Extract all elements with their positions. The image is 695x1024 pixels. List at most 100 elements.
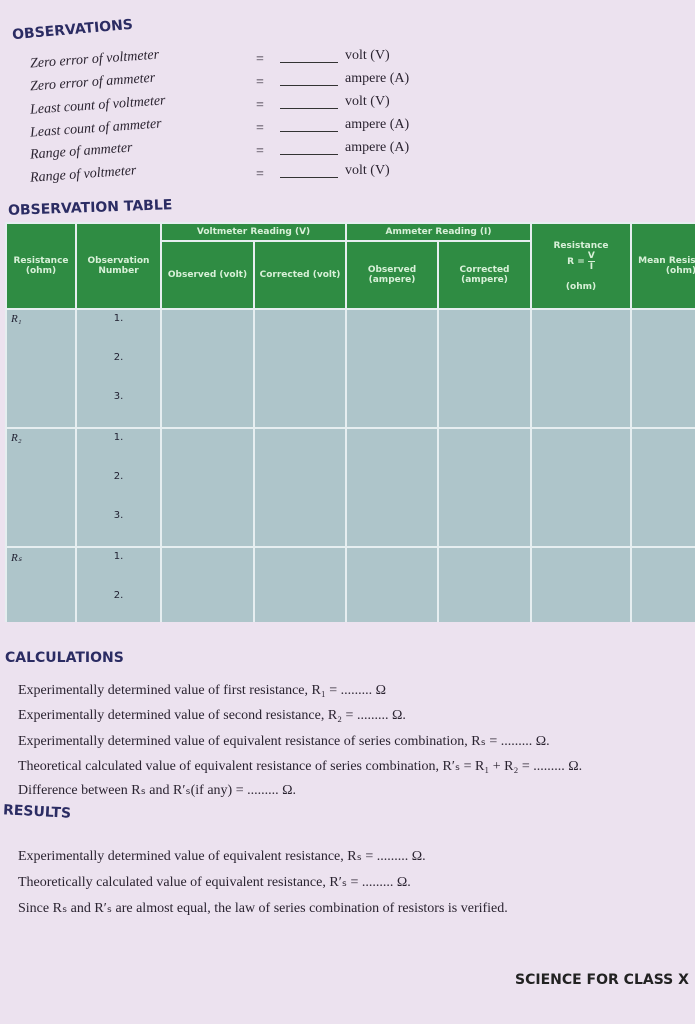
observation-label: Least count of voltmeter bbox=[29, 93, 167, 118]
cell bbox=[437, 468, 533, 507]
cell bbox=[630, 468, 695, 507]
calculation-line: Difference between Rₛ and R′ₛ(if any) = … bbox=[18, 783, 297, 798]
observation-table: Resistance (ohm) Observation Number Voltm… bbox=[5, 222, 695, 622]
cell bbox=[5, 349, 77, 388]
cell bbox=[437, 308, 533, 349]
resistor-label: Rₛ bbox=[11, 552, 22, 564]
unit: volt (V) bbox=[345, 94, 390, 109]
header: R = bbox=[567, 256, 585, 267]
observation-number: 1. bbox=[113, 551, 124, 562]
footer: SCIENCE FOR CLASS X bbox=[515, 972, 689, 988]
cell bbox=[345, 427, 440, 468]
equals: = bbox=[256, 121, 264, 136]
unit: ampere (A) bbox=[345, 71, 410, 86]
cell bbox=[345, 587, 440, 622]
observation-label: Zero error of voltmeter bbox=[29, 47, 160, 72]
table: Resistance (ohm) Observation Number Voltm… bbox=[5, 222, 695, 622]
header: Corrected (volt) bbox=[259, 270, 341, 280]
table-row: 2. bbox=[5, 349, 695, 388]
observation-number: 2. bbox=[113, 471, 124, 482]
unit: volt (V) bbox=[345, 48, 390, 63]
equals: = bbox=[256, 98, 264, 113]
cell bbox=[630, 507, 695, 547]
observation-number: 1. bbox=[113, 432, 124, 443]
header-cell: Observation Number bbox=[75, 222, 162, 310]
cell bbox=[437, 349, 533, 388]
cell bbox=[630, 587, 695, 622]
equals: = bbox=[256, 52, 264, 67]
result-line: Theoretically calculated value of equiva… bbox=[18, 875, 411, 890]
observation-label: Least count of ammeter bbox=[29, 116, 163, 141]
header-cell: Resistance (ohm) bbox=[5, 222, 77, 310]
header: Observation Number bbox=[87, 256, 150, 276]
observation-number: 3. bbox=[113, 510, 124, 521]
cell bbox=[252, 507, 348, 547]
cell bbox=[345, 546, 440, 587]
cell bbox=[530, 468, 633, 507]
observation-label: Range of voltmeter bbox=[29, 163, 137, 186]
observation-number: 1. bbox=[113, 313, 124, 324]
cell bbox=[437, 427, 533, 468]
tr: Resistance (ohm) Observation Number Voltm… bbox=[5, 222, 695, 310]
cell bbox=[252, 427, 348, 468]
header: Resistance bbox=[553, 240, 609, 251]
tr: Observed (volt) Corrected (volt) Observe… bbox=[6, 240, 695, 310]
header: (ohm) bbox=[565, 281, 597, 292]
header: Mean Resistance (ohm) bbox=[638, 256, 695, 276]
cell bbox=[5, 507, 77, 547]
cell bbox=[437, 546, 533, 587]
header: Observed (ampere) bbox=[367, 265, 417, 285]
cell: 1. bbox=[75, 546, 162, 587]
unit: volt (V) bbox=[345, 163, 390, 178]
table-row: 2. bbox=[5, 468, 695, 507]
calculation-line: Experimentally determined value of secon… bbox=[18, 708, 406, 723]
calculations-heading: CALCULATIONS bbox=[5, 650, 124, 666]
cell bbox=[252, 587, 348, 622]
blank-line bbox=[280, 85, 338, 86]
unit: ampere (A) bbox=[345, 140, 410, 155]
cell: 3. bbox=[75, 507, 162, 547]
cell: 1. bbox=[75, 427, 162, 468]
cell bbox=[252, 546, 348, 587]
cell bbox=[5, 388, 77, 428]
observation-number: 3. bbox=[113, 391, 124, 402]
header: I bbox=[589, 261, 594, 272]
cell bbox=[160, 349, 255, 388]
equals: = bbox=[256, 144, 264, 159]
cell bbox=[437, 507, 533, 547]
cell bbox=[160, 507, 255, 547]
header-cell: Corrected (ampere) bbox=[437, 240, 533, 310]
observation-number: 2. bbox=[113, 590, 124, 601]
observation-label: Range of ammeter bbox=[29, 140, 134, 163]
header-cell: Observed (ampere) bbox=[345, 240, 440, 310]
cell bbox=[530, 587, 633, 622]
header: Ammeter Reading (I) bbox=[385, 227, 492, 237]
header: Resistance bbox=[13, 256, 69, 266]
cell: R₁ bbox=[5, 308, 77, 349]
resistor-label: R₁ bbox=[11, 313, 22, 325]
cell bbox=[630, 349, 695, 388]
calculation-line: Theoretical calculated value of equivale… bbox=[18, 759, 583, 774]
cell bbox=[530, 308, 633, 349]
cell: 1. bbox=[75, 308, 162, 349]
header-cell: Resistance R = V I (ohm) bbox=[530, 222, 633, 310]
header-cell: Voltmeter Reading (V) bbox=[159, 222, 348, 242]
header-cell: Mean Resistance (ohm) bbox=[630, 222, 695, 310]
table-row: Rₛ 1. bbox=[5, 546, 695, 587]
result-line: Since Rₛ and R′ₛ are almost equal, the l… bbox=[18, 901, 508, 916]
cell bbox=[160, 308, 255, 349]
cell: 2. bbox=[75, 587, 162, 622]
header: Corrected (ampere) bbox=[459, 265, 510, 285]
blank-line bbox=[280, 154, 338, 155]
cell: 3. bbox=[75, 388, 162, 428]
cell bbox=[252, 388, 348, 428]
cell bbox=[345, 349, 440, 388]
cell bbox=[630, 427, 695, 468]
cell bbox=[252, 308, 348, 349]
table-row: 3. bbox=[5, 388, 695, 428]
table-row: 3. bbox=[5, 507, 695, 547]
header-cell: Ammeter Reading (I) bbox=[345, 222, 533, 242]
result-line: Experimentally determined value of equiv… bbox=[18, 849, 426, 864]
observation-label: Zero error of ammeter bbox=[29, 70, 156, 95]
